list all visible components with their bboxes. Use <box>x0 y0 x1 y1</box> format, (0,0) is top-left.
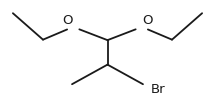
Text: O: O <box>142 14 152 27</box>
Text: O: O <box>63 14 73 27</box>
Text: Br: Br <box>151 83 165 96</box>
